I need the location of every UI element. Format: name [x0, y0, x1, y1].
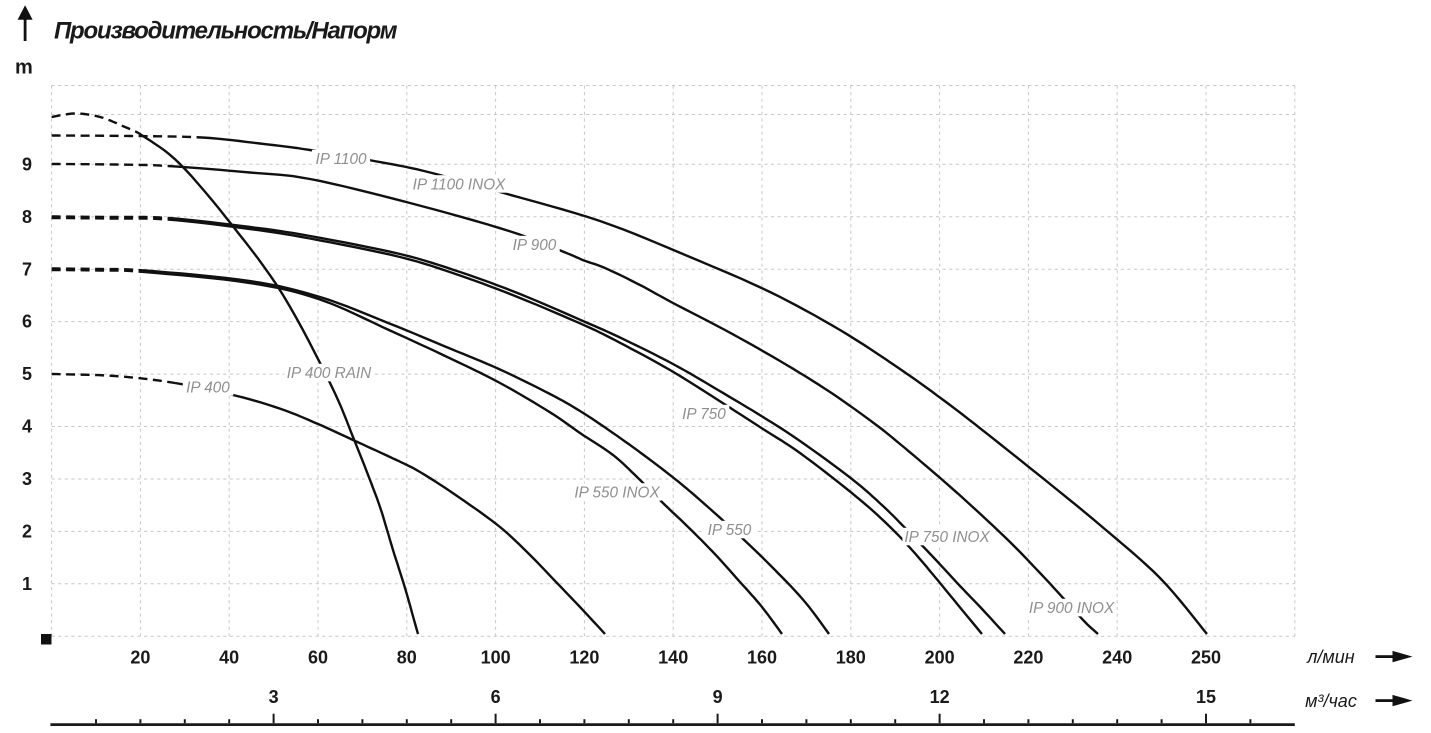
svg-text:240: 240 [1102, 648, 1132, 668]
svg-text:40: 40 [219, 648, 239, 668]
svg-text:IP 550: IP 550 [708, 522, 752, 539]
svg-text:IP 1100 INOX: IP 1100 INOX [413, 177, 506, 194]
svg-text:IP 400: IP 400 [186, 380, 230, 397]
svg-text:1: 1 [22, 574, 32, 594]
svg-text:IP 900: IP 900 [513, 237, 557, 254]
svg-text:220: 220 [1013, 648, 1043, 668]
svg-text:2: 2 [22, 522, 32, 542]
svg-text:4: 4 [22, 417, 32, 437]
svg-text:IP 750 INOX: IP 750 INOX [904, 529, 990, 546]
svg-text:12: 12 [930, 687, 950, 707]
svg-text:200: 200 [925, 648, 955, 668]
svg-text:5: 5 [22, 364, 32, 384]
svg-text:м³/час: м³/час [1305, 691, 1357, 711]
svg-text:8: 8 [22, 207, 32, 227]
svg-text:9: 9 [713, 687, 723, 707]
svg-text:IP 400 RAIN: IP 400 RAIN [287, 365, 372, 382]
svg-text:IP 900 INOX: IP 900 INOX [1029, 600, 1115, 617]
svg-text:3: 3 [269, 687, 279, 707]
svg-text:m: m [15, 57, 33, 79]
svg-text:IP 750: IP 750 [682, 406, 726, 423]
svg-text:6: 6 [491, 687, 501, 707]
svg-text:20: 20 [130, 648, 150, 668]
svg-text:180: 180 [836, 648, 866, 668]
svg-text:15: 15 [1196, 687, 1216, 707]
svg-text:120: 120 [569, 648, 599, 668]
svg-text:9: 9 [22, 154, 32, 174]
svg-text:IP 1100: IP 1100 [315, 151, 367, 168]
svg-text:IP 550 INOX: IP 550 INOX [574, 485, 660, 502]
svg-text:л/мин: л/мин [1306, 647, 1355, 667]
svg-text:Производительность/Напорм: Производительность/Напорм [54, 18, 398, 45]
svg-text:60: 60 [308, 648, 328, 668]
svg-text:100: 100 [481, 648, 511, 668]
svg-text:3: 3 [22, 469, 32, 489]
svg-text:80: 80 [397, 648, 417, 668]
svg-text:7: 7 [22, 259, 32, 279]
svg-text:140: 140 [658, 648, 688, 668]
svg-text:250: 250 [1191, 648, 1221, 668]
svg-text:160: 160 [747, 648, 777, 668]
svg-text:6: 6 [22, 312, 32, 332]
